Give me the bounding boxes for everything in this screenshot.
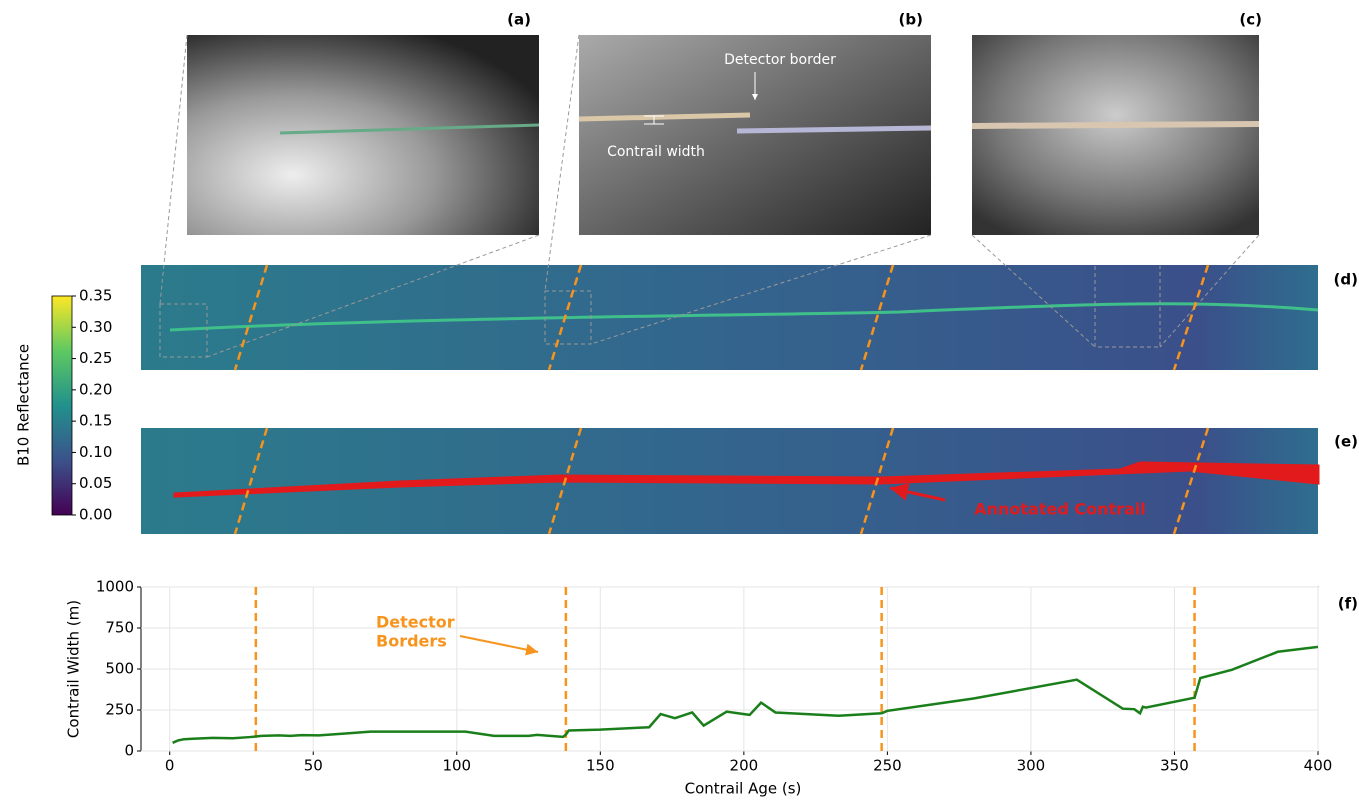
x-tick-label: 250 bbox=[873, 757, 902, 775]
image-a bbox=[187, 35, 539, 235]
line-series bbox=[173, 647, 1318, 743]
y-axis-label: Contrail Width (m) bbox=[65, 600, 83, 738]
x-tick-label: 150 bbox=[586, 757, 615, 775]
x-tick-label: 400 bbox=[1304, 757, 1333, 775]
x-tick-label: 0 bbox=[165, 757, 175, 775]
colorbar-tick-label: 0.10 bbox=[79, 443, 112, 461]
image-panels: Detector border Contrail width (a) (b) (… bbox=[187, 11, 1262, 236]
colorbar-tick-label: 0.30 bbox=[79, 318, 112, 336]
x-tick-label: 350 bbox=[1160, 757, 1189, 775]
y-tick-label: 750 bbox=[105, 619, 134, 637]
y-tick-label: 1000 bbox=[96, 578, 134, 596]
colorbar-tick-label: 0.20 bbox=[79, 380, 112, 398]
x-tick-label: 200 bbox=[730, 757, 759, 775]
annotation: Detector border bbox=[724, 52, 836, 68]
image-d bbox=[141, 265, 1318, 370]
y-tick-label: 250 bbox=[105, 701, 134, 719]
panel-label: (f) bbox=[1338, 595, 1358, 613]
panel-label: (b) bbox=[899, 11, 923, 29]
arrow bbox=[460, 636, 538, 652]
figure: Detector border Contrail width (a) (b) (… bbox=[0, 0, 1359, 799]
colorbar-tick-label: 0.25 bbox=[79, 349, 112, 367]
y-tick-label: 500 bbox=[105, 660, 134, 678]
image-c bbox=[972, 35, 1259, 235]
annotation: Borders bbox=[376, 632, 447, 651]
colorbar-tick-label: 0.05 bbox=[79, 474, 112, 492]
colorbar-tick-label: 0.15 bbox=[79, 412, 112, 430]
colorbar-tick-label: 0.35 bbox=[79, 287, 112, 305]
colorbar-tick-label: 0.00 bbox=[79, 506, 112, 524]
panel-label: (e) bbox=[1334, 433, 1358, 451]
colorbar-label: B10 Reflectance bbox=[15, 344, 33, 466]
contrail bbox=[737, 128, 931, 131]
x-tick-label: 300 bbox=[1017, 757, 1046, 775]
colorbar bbox=[52, 296, 72, 515]
y-tick-label: 0 bbox=[124, 742, 134, 760]
panel-label: (a) bbox=[507, 11, 531, 29]
x-axis-label: Contrail Age (s) bbox=[685, 780, 802, 798]
annotation: Annotated Contrail bbox=[974, 500, 1146, 519]
panel-label: (c) bbox=[1239, 11, 1262, 29]
panel-label: (d) bbox=[1334, 271, 1358, 289]
x-tick-label: 50 bbox=[304, 757, 323, 775]
annotation: Contrail width bbox=[607, 144, 705, 160]
contrail bbox=[972, 124, 1259, 126]
x-tick-label: 100 bbox=[442, 757, 471, 775]
annotation: Detector bbox=[376, 613, 455, 632]
